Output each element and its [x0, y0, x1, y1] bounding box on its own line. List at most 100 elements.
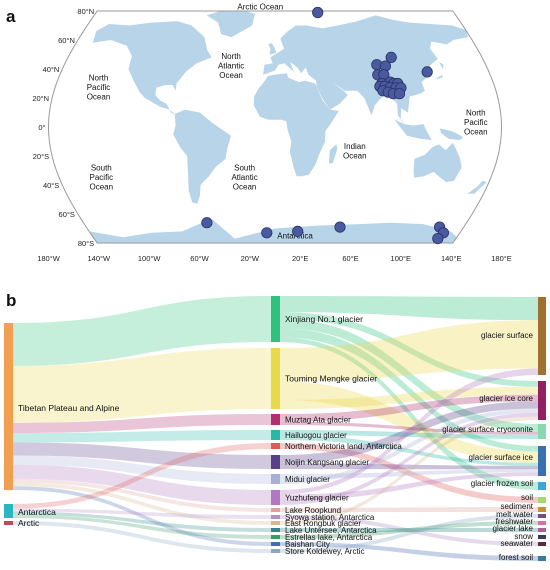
habitat-label: seawater [501, 539, 534, 548]
habitat-node [538, 542, 546, 546]
sankey-link [280, 401, 538, 464]
sankey-link [280, 472, 538, 501]
indonesia-shape [394, 119, 432, 141]
sankey-link [13, 464, 271, 505]
lon-tick-label: 100°E [391, 254, 412, 263]
habitat-node [538, 446, 546, 476]
sankey-link [280, 368, 538, 495]
sankey-link [13, 514, 271, 539]
sankey-link [280, 320, 538, 382]
source-node [4, 504, 13, 518]
habitat-label: glacier surface [481, 331, 534, 340]
source-label: Tibetan Plateau and Alpine [18, 403, 120, 413]
map-ticks: 80°N 60°N 40°N 20°N 0° 20°S 40°S 60°S 80°S 180°W 1… [32, 7, 511, 263]
habitat-label: glacier frozen soil [471, 479, 533, 488]
site-label: Touming Mengke glacier [285, 374, 377, 384]
ocean-label: North Atlantic Ocean [218, 52, 244, 80]
sankey-link [13, 455, 271, 484]
sample-point [312, 6, 324, 19]
site-node [271, 515, 280, 519]
source-label: Arctic [18, 518, 40, 528]
lon-tick-label: 60°W [190, 254, 209, 263]
sankey-link [280, 408, 538, 484]
source-label: Antarctica [18, 507, 56, 517]
ocean-label: Indian Ocean [343, 142, 367, 161]
lat-tick-label: 20°S [33, 152, 49, 161]
habitat-label: snow [514, 532, 533, 541]
habitat-node [538, 497, 546, 503]
sankey-link [280, 394, 538, 422]
sankey-link [13, 348, 271, 423]
lat-tick-label: 60°S [59, 210, 75, 219]
source-node [4, 521, 13, 525]
sample-point [432, 233, 444, 245]
sankey-link [13, 508, 271, 519]
habitat-label: forest soil [499, 553, 533, 562]
site-label: Lake Roopkund [285, 506, 341, 515]
habitat-node [538, 507, 546, 512]
sankey-link [13, 296, 271, 366]
habitat-label: glacier ice core [479, 394, 533, 403]
site-node [271, 528, 280, 532]
sankey-link [13, 521, 271, 553]
sankey-link [13, 482, 271, 525]
sankey-labels: Tibetan Plateau and Alpine AntarcticaArct… [18, 314, 534, 562]
site-node [271, 535, 280, 539]
sankey-link [13, 443, 271, 509]
sample-point [201, 217, 213, 229]
habitat-node [538, 297, 546, 375]
sankey-link [13, 442, 271, 469]
site-node [271, 521, 280, 525]
sankey-link [13, 511, 271, 532]
sankey-link [280, 319, 538, 432]
sankey-link [13, 478, 271, 512]
sankey-diagram: Tibetan Plateau and Alpine AntarcticaArct… [4, 296, 546, 562]
greenland-shape [206, 11, 255, 38]
ocean-label: North Pacific Ocean [464, 108, 488, 136]
map-frame [47, 10, 503, 244]
continents [89, 11, 487, 243]
uk-shape [268, 42, 277, 55]
site-label: Baishan City [285, 540, 330, 549]
site-label: Hailuogou glacier [285, 431, 347, 440]
site-node [271, 508, 280, 512]
sample-point [261, 227, 273, 239]
world-map: 80°N 60°N 40°N 20°N 0° 20°S 40°S 60°S 80°S 180°W 1… [32, 3, 511, 264]
lon-tick-label: 180°W [37, 254, 61, 263]
sankey-link [280, 381, 538, 463]
sankey-link [280, 528, 538, 532]
ocean-label: South Pacific Ocean [90, 164, 114, 192]
north-america-shape [92, 21, 212, 116]
sankey-link [280, 463, 538, 470]
lat-tick-label: 80°N [77, 7, 94, 16]
sample-point [385, 51, 397, 64]
site-label: Store Koldewey, Arctic [285, 547, 364, 556]
panel-b-label: b [6, 291, 16, 310]
habitat-label: glacier surface cryoconite [442, 425, 533, 434]
lat-tick-label: 60°N [58, 36, 75, 45]
sankey-link [280, 443, 538, 503]
sample-point [421, 66, 433, 78]
sankey-link [280, 515, 538, 546]
eurasia-shape [263, 15, 469, 126]
new-guinea-shape [439, 128, 464, 141]
habitat-node [538, 535, 546, 539]
sankey-link [280, 421, 538, 435]
australia-shape [413, 142, 462, 183]
site-label: Yuzhufeng glacier [285, 494, 349, 503]
site-label: Estrellas lake, Antarctica [285, 533, 373, 542]
habitat-node [538, 514, 546, 518]
site-label: Northern Victoria land, Antarctica [285, 442, 402, 451]
lat-tick-label: 20°N [32, 94, 49, 103]
sample-points [201, 6, 449, 245]
site-label: East Rongbuk glacier [285, 519, 361, 528]
lat-tick-label: 40°N [43, 65, 60, 74]
source-node [4, 323, 13, 490]
sample-point [292, 225, 304, 237]
site-node [271, 549, 280, 553]
site-node [271, 455, 280, 469]
panel-a-label: a [6, 7, 16, 26]
lon-tick-label: 60°E [342, 254, 358, 263]
site-node [271, 296, 280, 342]
sankey-link [280, 521, 538, 539]
